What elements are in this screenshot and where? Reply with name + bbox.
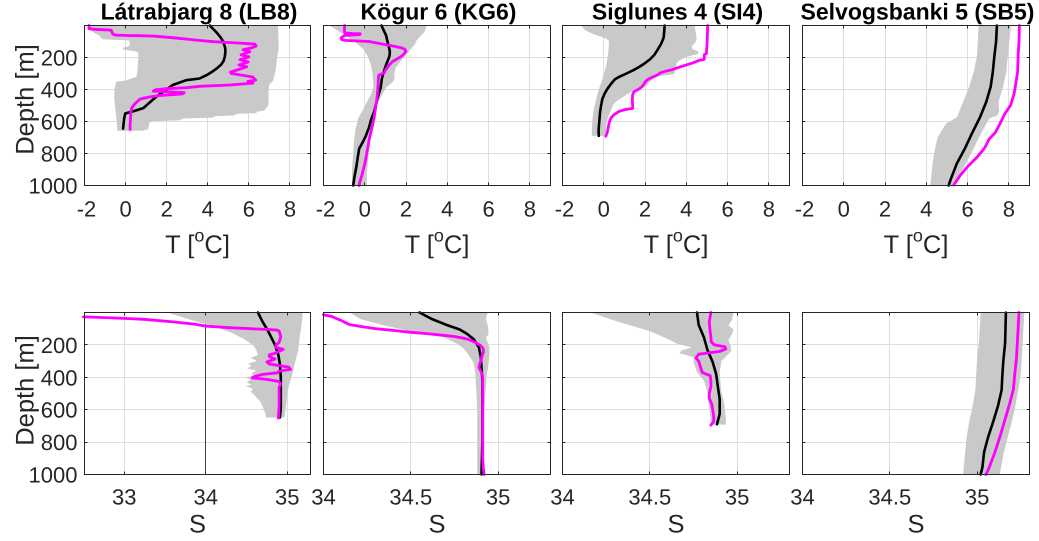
svg-text:35: 35: [275, 485, 299, 510]
svg-text:200: 200: [41, 46, 78, 71]
svg-text:6: 6: [243, 197, 255, 222]
svg-text:0: 0: [359, 197, 371, 222]
svg-text:600: 600: [41, 398, 78, 423]
svg-text:34.5: 34.5: [389, 485, 432, 510]
svg-text:Látrabjarg 8 (LB8): Látrabjarg 8 (LB8): [101, 0, 298, 25]
svg-text:S: S: [189, 511, 206, 537]
svg-text:8: 8: [284, 197, 296, 222]
svg-text:400: 400: [41, 365, 78, 390]
svg-text:35: 35: [725, 485, 749, 510]
svg-text:2: 2: [161, 197, 173, 222]
svg-text:Depth [m]: Depth [m]: [12, 335, 40, 446]
svg-text:-2: -2: [316, 197, 336, 222]
svg-text:6: 6: [721, 197, 733, 222]
svg-text:34: 34: [550, 485, 574, 510]
svg-text:34: 34: [311, 485, 335, 510]
svg-text:Selvogsbanki 5 (SB5): Selvogsbanki 5 (SB5): [801, 0, 1035, 25]
svg-text:6: 6: [961, 197, 973, 222]
svg-text:8: 8: [763, 197, 775, 222]
svg-text:2: 2: [879, 197, 891, 222]
svg-text:Depth [m]: Depth [m]: [12, 44, 40, 155]
svg-text:-2: -2: [795, 197, 815, 222]
svg-text:2: 2: [639, 197, 651, 222]
svg-text:35: 35: [965, 485, 989, 510]
svg-text:S: S: [907, 511, 924, 537]
svg-text:4: 4: [441, 197, 453, 222]
svg-text:8: 8: [1003, 197, 1015, 222]
svg-text:2: 2: [400, 197, 412, 222]
svg-text:0: 0: [598, 197, 610, 222]
svg-text:1000: 1000: [29, 463, 78, 488]
svg-text:Siglunes 4 (SI4): Siglunes 4 (SI4): [592, 0, 763, 25]
svg-text:0: 0: [119, 197, 131, 222]
svg-text:200: 200: [41, 333, 78, 358]
svg-text:400: 400: [41, 78, 78, 103]
svg-text:1000: 1000: [29, 174, 78, 199]
svg-text:800: 800: [41, 142, 78, 167]
svg-text:Kögur 6 (KG6): Kögur 6 (KG6): [361, 0, 517, 25]
svg-text:34: 34: [194, 485, 218, 510]
svg-text:8: 8: [524, 197, 536, 222]
svg-text:4: 4: [920, 197, 932, 222]
svg-text:34: 34: [790, 485, 814, 510]
svg-text:34.5: 34.5: [628, 485, 671, 510]
svg-text:6: 6: [482, 197, 494, 222]
svg-text:4: 4: [680, 197, 692, 222]
svg-text:T [oC]: T [oC]: [165, 226, 230, 260]
svg-text:35: 35: [486, 485, 510, 510]
svg-text:S: S: [667, 511, 684, 537]
svg-text:800: 800: [41, 430, 78, 455]
svg-text:0: 0: [838, 197, 850, 222]
svg-text:-2: -2: [555, 197, 575, 222]
svg-text:34.5: 34.5: [868, 485, 911, 510]
svg-text:600: 600: [41, 110, 78, 135]
svg-text:-2: -2: [77, 197, 97, 222]
svg-text:33: 33: [112, 485, 136, 510]
svg-text:4: 4: [202, 197, 214, 222]
svg-text:S: S: [428, 511, 445, 537]
